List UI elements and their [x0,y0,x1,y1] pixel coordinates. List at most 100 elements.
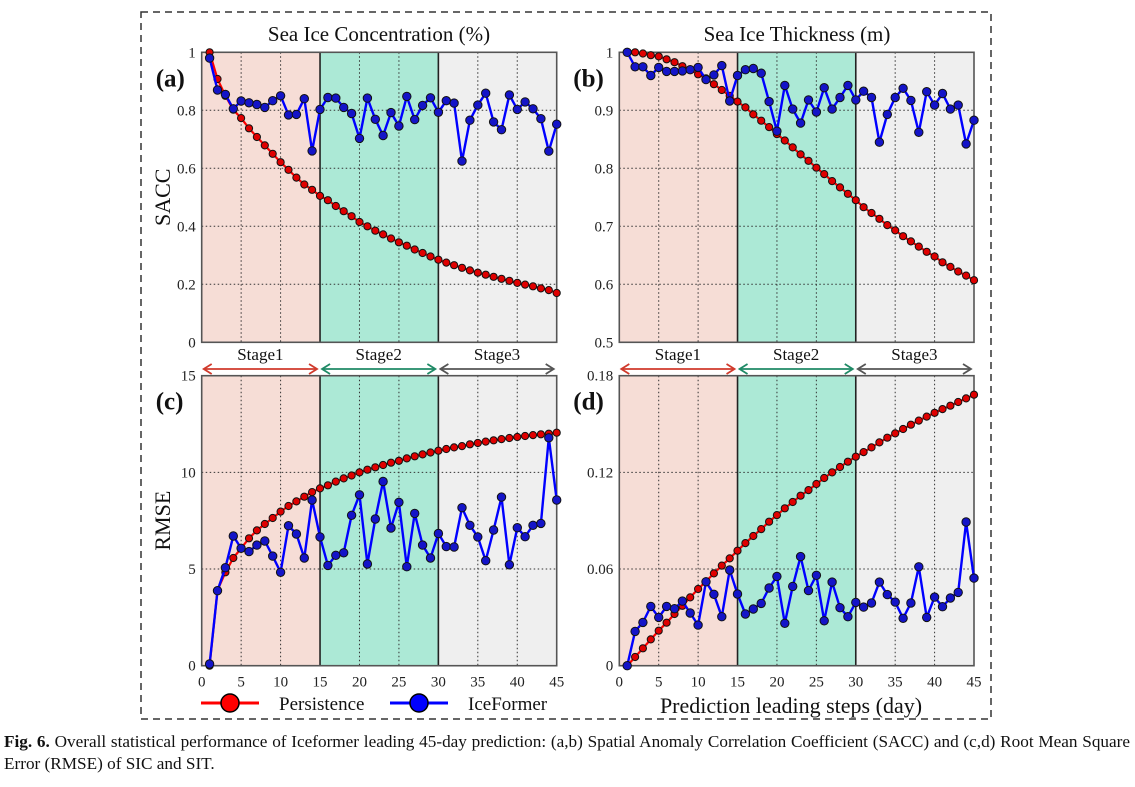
data-point [891,226,900,235]
data-point [843,80,853,91]
x-tick-label: 15 [313,675,328,691]
data-point [630,626,640,637]
data-point [890,597,900,607]
data-point [497,435,506,444]
data-point [315,104,325,115]
data-point [859,448,868,457]
x-tick-label: 25 [809,675,824,691]
data-point [898,613,908,623]
data-point [748,63,758,74]
data-point [244,546,254,557]
data-point [268,149,277,158]
data-point [512,523,522,533]
data-point [906,95,916,106]
stage-label-1: Stage1 [655,345,701,364]
data-point [804,486,813,495]
data-point [552,428,561,437]
data-point [489,272,498,281]
data-point [496,125,507,135]
data-point [283,521,294,531]
data-point [709,70,719,80]
data-point [410,452,419,461]
figure-caption: Fig. 6. Overall statistical performance … [4,731,1130,775]
data-point [662,55,671,64]
series-iceformer [622,517,979,671]
data-point [465,440,474,449]
data-point [323,196,332,205]
data-point [741,103,750,112]
data-point [204,659,215,669]
data-point [363,465,372,474]
data-point [788,104,798,114]
data-point [362,559,373,569]
data-point [654,612,664,623]
data-point [883,221,892,230]
series-iceformer [622,47,979,149]
data-point [402,454,411,463]
data-point [732,70,743,81]
data-point [379,460,388,470]
data-point [244,124,254,133]
x-tick-label: 5 [655,675,663,691]
data-point [410,508,420,519]
data-point [505,433,514,443]
y-tick-label: 0.2 [177,277,196,293]
y-tick-label: 5 [188,562,196,578]
data-point [536,114,546,124]
data-point [528,431,538,440]
x-tick-label: 30 [848,675,863,691]
data-point [300,492,309,501]
y-tick-label: 0.5 [595,335,614,351]
panel-d: 0 0.06 0.12 0.18 0 5 10 15 20 25 30 35 40 45 (d) [573,369,981,691]
data-point [465,266,474,275]
data-point [962,394,971,403]
data-point [275,91,286,101]
data-point [906,420,916,429]
data-point [654,52,663,61]
data-point [481,88,491,98]
data-point [851,95,861,105]
data-point [410,114,420,125]
data-point [740,65,751,75]
data-point [299,94,309,104]
data-point [481,437,490,446]
data-point [757,525,766,534]
data-point [835,603,845,613]
data-point [819,83,829,93]
data-point [426,252,435,261]
data-point [204,53,215,63]
data-point [811,107,822,117]
data-point [449,542,459,552]
data-point [260,536,270,546]
data-point [638,617,648,628]
data-point [386,107,396,118]
data-point [922,612,932,623]
data-point [544,286,553,295]
arrow-head-left-icon [438,363,449,375]
data-point [631,48,640,57]
data-point [465,520,475,530]
data-point [961,139,971,149]
data-point [820,473,829,483]
y-tick-label: 0.6 [177,161,196,177]
data-point [780,504,789,513]
data-point [363,222,372,231]
panel-a: 0 0.2 0.4 0.6 0.8 1(a) SACC [150,45,562,351]
data-point [843,457,853,466]
data-point [866,598,877,608]
y-tick-label: 0 [188,335,196,351]
data-point [914,242,923,251]
data-point [646,70,656,81]
data-point [654,62,664,73]
data-point [299,553,309,563]
data-point [803,585,814,596]
data-point [449,98,459,108]
data-point [835,462,845,472]
data-point [457,263,467,272]
x-tick-label: 15 [730,675,745,691]
y-tick-label: 0 [606,659,614,675]
y-tick-label: 15 [181,369,196,385]
caption-text: Overall statistical performance of Icefo… [4,732,1130,773]
data-point [268,96,278,106]
